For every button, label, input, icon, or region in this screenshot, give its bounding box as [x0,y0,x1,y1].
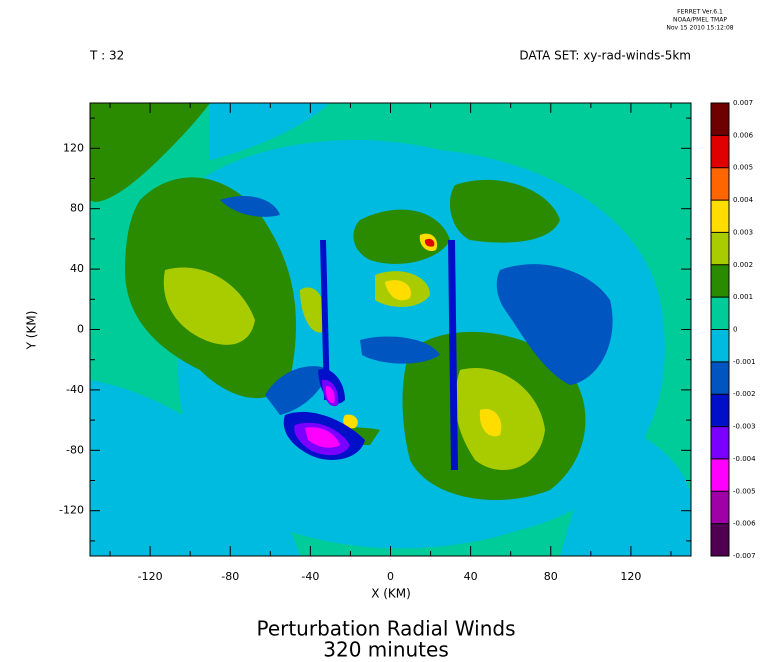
y-tick-label: 0 [77,323,84,336]
y-tick-label: 120 [63,141,84,154]
contour-region [210,103,330,160]
time-step-label: T : 32 [89,49,124,63]
x-tick-label: 40 [464,570,478,583]
colorbar-band [711,297,729,330]
chart-subtitle: 320 minutes [323,638,449,662]
colorbar-band [711,167,729,201]
x-tick-label: 0 [387,570,394,583]
colorbar-label: -0.005 [733,487,756,495]
colorbar-band [711,200,729,233]
colorbar-label: -0.003 [733,423,756,431]
y-tick-label: 40 [70,262,84,275]
x-axis-label: X (KM) [371,587,411,601]
contour-region [448,240,458,470]
contour-region [496,264,613,385]
colorbar-band [711,394,729,427]
contour-region [90,380,300,556]
x-tick-label: 80 [544,570,558,583]
colorbar-band [711,426,729,459]
colorbar-label: 0.003 [733,228,753,236]
dataset-label: DATA SET: xy-rad-winds-5km [519,49,691,63]
y-tick-label: -120 [59,504,84,517]
contour-region [265,366,330,415]
colorbar-label: 0.002 [733,261,753,269]
contour-region [300,287,326,333]
colorbar-label: -0.006 [733,520,756,528]
x-tick-label: -80 [221,570,239,583]
contour-region [325,386,335,404]
colorbar-label: 0.006 [733,131,754,139]
colorbar-label: 0.004 [733,196,754,204]
x-tick-label: -40 [301,570,319,583]
x-tick-label: -120 [138,570,163,583]
colorbar-band [711,135,729,168]
colorbar-label: 0.007 [733,99,753,107]
colorbar-band [711,264,729,298]
y-tick-label: 80 [70,202,84,215]
colorbar-band [711,329,729,362]
y-tick-label: -40 [66,383,84,396]
colorbar-band [711,361,729,395]
colorbar-label: -0.004 [733,455,756,463]
contour-region [220,195,280,217]
contour-region [353,209,450,264]
contour-region [424,238,435,247]
y-tick-label: -80 [66,443,84,456]
org-label: NOAA/PMEL TMAP [673,17,727,24]
contour-field [90,103,691,556]
colorbar-label: 0 [733,326,737,334]
colorbar-band [711,232,729,265]
colorbar-band [711,103,729,136]
contour-region [479,409,502,437]
colorbar-label: -0.001 [733,358,756,366]
contour-region [163,267,255,345]
x-tick-label: 120 [620,570,641,583]
contour-region [343,414,358,429]
contour-region [560,420,691,556]
chart-title: Perturbation Radial Winds [256,617,515,641]
software-label: FERRET Ver.6.1 [677,9,723,16]
y-axis-label: Y (KM) [25,311,39,351]
contour-region [305,427,340,448]
colorbar-band [711,458,729,492]
contour-region [385,280,411,301]
contour-region [90,103,210,202]
timestamp-label: Nov 15 2010 15:12:08 [666,25,733,32]
colorbar-label: 0.005 [733,164,753,172]
contour-region [320,240,330,400]
contour-region [450,179,560,243]
contour-region [455,368,545,470]
colorbar-band [711,523,729,556]
colorbar-label: 0.001 [733,293,753,301]
colorbar-band [711,491,729,524]
contour-region [360,336,440,364]
colorbar-label: -0.002 [733,390,756,398]
colorbar-label: -0.007 [733,552,756,560]
